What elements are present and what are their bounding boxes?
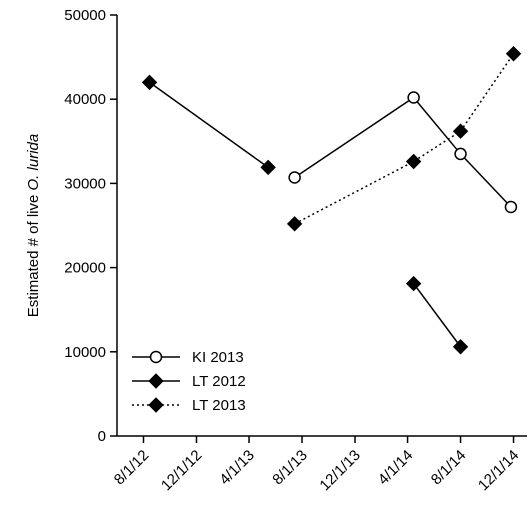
data-point-ki-2013 — [504, 200, 518, 214]
legend-marker-lt-2013 — [148, 397, 164, 413]
chart-legend: KI 2013 LT 2012 LT 2013 — [132, 349, 246, 414]
data-point-lt-2012 — [452, 339, 469, 355]
y-tick-label: 50000 — [64, 7, 106, 24]
y-axis-label: Estimated # of live O. lurida — [25, 134, 42, 317]
series-line-lt-2012 — [413, 283, 462, 348]
x-tick-label: 8/1/12 — [111, 447, 153, 489]
chart-axes: 0 10000 20000 30000 40000 50000 8/1/12 12/1/12 4… — [25, 7, 527, 494]
x-tick-label: 4/1/14 — [375, 447, 417, 489]
data-point-lt-2013 — [452, 123, 469, 139]
data-point-ki-2013 — [288, 171, 301, 184]
data-point-lt-2012 — [405, 275, 422, 292]
data-point-lt-2012 — [260, 159, 276, 176]
legend-marker-lt-2012 — [148, 373, 164, 389]
y-tick-label: 30000 — [64, 175, 106, 192]
x-tick-label: 12/1/12 — [158, 447, 205, 494]
data-point-ki-2013 — [454, 147, 467, 161]
y-tick-label: 20000 — [64, 260, 106, 277]
y-tick-label: 10000 — [64, 344, 106, 361]
data-point-lt-2013 — [505, 46, 522, 62]
legend-label-lt-2012: LT 2012 — [192, 373, 246, 390]
x-tick-label: 12/1/14 — [475, 447, 522, 494]
x-tick-label: 4/1/13 — [216, 447, 258, 489]
x-tick-label: 12/1/13 — [316, 447, 363, 494]
series-line-lt-2013 — [294, 53, 515, 225]
data-point-lt-2013 — [405, 153, 422, 170]
legend-label-ki-2013: KI 2013 — [192, 349, 244, 366]
chart-series-markers — [141, 46, 522, 355]
x-tick-label: 8/1/13 — [269, 447, 311, 489]
data-point-lt-2012 — [141, 74, 158, 91]
series-line-lt-2012 — [149, 81, 269, 169]
chart-series-lines — [149, 53, 515, 348]
legend-label-lt-2013: LT 2013 — [192, 397, 246, 414]
data-point-lt-2013 — [286, 216, 303, 232]
x-tick-label: 8/1/14 — [428, 447, 470, 489]
y-tick-label: 40000 — [64, 91, 106, 108]
series-line-ki-2013 — [294, 96, 512, 208]
data-point-ki-2013 — [407, 91, 420, 104]
y-tick-label: 0 — [98, 428, 106, 445]
legend-marker-ki-2013 — [149, 350, 163, 364]
